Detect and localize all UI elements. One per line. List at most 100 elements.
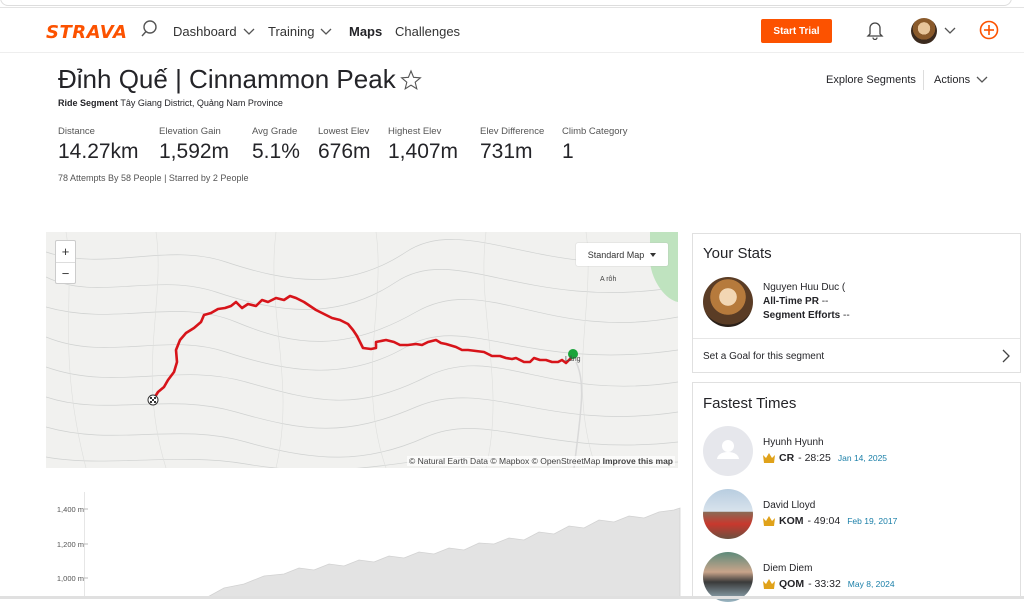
elevation-profile (84, 492, 681, 599)
start-marker (568, 349, 578, 359)
nav-challenges[interactable]: Challenges (395, 24, 461, 39)
effort-line: CR - 28:25 Jan 14, 2025 (763, 452, 887, 464)
attempts-summary: 78 Attempts By 58 People | Starred by 2 … (58, 173, 249, 183)
fastest-times-title: Fastest Times (703, 395, 797, 412)
rank-label: CR (779, 452, 795, 464)
leaderboard-row: Hyunh Hyunh CR - 28:25 Jan 14, 2025 (703, 426, 1013, 480)
stat-value: 1 (562, 140, 574, 163)
star-icon[interactable] (399, 69, 422, 91)
effort-time[interactable]: - 33:32 (808, 578, 841, 590)
divider (923, 70, 924, 90)
segment-location: Tây Giang District, Quảng Nam Province (120, 98, 283, 108)
improve-map-link[interactable]: Improve this map (602, 456, 673, 466)
efforts-label: Segment Efforts (763, 310, 841, 321)
zoom-out-button[interactable]: − (56, 262, 75, 283)
avatar[interactable] (703, 489, 753, 539)
segment-map[interactable]: + − Standard Map A rôh Lăng © Natural Ea… (46, 232, 678, 468)
bell-icon[interactable] (866, 20, 884, 40)
fastest-times-card: Fastest Times Hyunh Hyunh CR - 28:25 Jan… (692, 382, 1021, 602)
stat-value: 14.27km (58, 140, 139, 163)
athlete-name[interactable]: Hyunh Hyunh (763, 437, 824, 448)
map-attribution: © Natural Earth Data © Mapbox © OpenStre… (406, 456, 675, 466)
stat-value: 676m (318, 140, 371, 163)
elev-tick-label: 1,400 m (56, 505, 84, 514)
chevron-down-icon (321, 28, 332, 35)
zoom-controls: + − (55, 240, 76, 284)
effort-line: KOM - 49:04 Feb 19, 2017 (763, 515, 897, 527)
stat-avg-grade: Avg Grade 5.1% (252, 126, 300, 164)
effort-date[interactable]: Jan 14, 2025 (837, 453, 888, 463)
pr-label: All-Time PR (763, 296, 819, 307)
elev-tick-label: 1,200 m (56, 540, 84, 549)
elevation-chart[interactable]: 1,400 m 1,200 m 1,000 m (46, 488, 682, 599)
crown-icon (763, 516, 775, 526)
elev-tick-label: 1,000 m (56, 574, 84, 583)
avatar[interactable] (703, 552, 753, 602)
browser-frame-edge (0, 0, 1024, 8)
default-avatar-icon (717, 440, 739, 459)
map-type-label: Standard Map (587, 249, 645, 260)
athlete-name[interactable]: Diem Diem (763, 563, 813, 574)
leaderboard-row: Diem Diem QOM - 33:32 May 8, 2024 (703, 552, 1013, 606)
finish-marker (147, 394, 159, 406)
explore-segments-link[interactable]: Explore Segments (826, 74, 916, 86)
caret-down-icon (650, 252, 657, 257)
stat-label: Elev Difference (480, 126, 545, 137)
crown-icon (763, 579, 775, 589)
segment-type: Ride Segment (58, 98, 119, 108)
segment-subtitle: Ride Segment Tây Giang District, Quảng N… (58, 98, 283, 108)
add-plus-icon[interactable] (979, 20, 999, 40)
stat-label: Climb Category (562, 126, 628, 137)
your-stats-card: Your Stats Nguyen Huu Duc ( All-Time PR … (692, 233, 1021, 373)
segment-efforts: Segment Efforts -- (763, 310, 850, 321)
stat-value: 1,592m (159, 140, 230, 163)
stat-highest-elev: Highest Elev 1,407m (388, 126, 458, 164)
stat-label: Elevation Gain (159, 126, 221, 137)
stat-climb-category: Climb Category 1 (562, 126, 627, 164)
search-icon[interactable] (140, 20, 158, 38)
leaderboard-row: David Lloyd KOM - 49:04 Feb 19, 2017 (703, 489, 1013, 543)
nav-maps[interactable]: Maps (349, 24, 383, 39)
stat-label: Highest Elev (388, 126, 442, 137)
all-time-pr: All-Time PR -- (763, 296, 828, 307)
strava-logo[interactable]: STRAVA (46, 22, 128, 43)
route-line (151, 294, 573, 402)
stat-elev-difference: Elev Difference 731m (480, 126, 544, 164)
rank-label: KOM (779, 515, 804, 527)
effort-line: QOM - 33:32 May 8, 2024 (763, 578, 895, 590)
athlete-name[interactable]: David Lloyd (763, 500, 816, 511)
attribution-text: © Natural Earth Data © Mapbox © OpenStre… (408, 456, 601, 466)
page-title: Đỉnh Quế | Cinnammon Peak (58, 64, 396, 94)
athlete-name[interactable]: Nguyen Huu Duc ( (763, 282, 846, 293)
nav-training[interactable]: Training (268, 24, 332, 39)
stat-label: Distance (58, 126, 95, 137)
pr-value: -- (821, 296, 829, 307)
stat-lowest-elev: Lowest Elev 676m (318, 126, 371, 164)
nav-training-label: Training (268, 24, 315, 39)
stat-value: 5.1% (252, 140, 300, 163)
map-place-label: Lăng (565, 356, 581, 363)
actions-label: Actions (934, 74, 971, 86)
stat-distance: Distance 14.27km (58, 126, 139, 164)
top-nav: STRAVA Dashboard Training Maps Challenge… (0, 8, 1024, 53)
effort-time[interactable]: - 28:25 (798, 452, 831, 464)
user-avatar[interactable] (911, 18, 937, 44)
effort-date[interactable]: Feb 19, 2017 (847, 516, 898, 526)
chevron-down-icon[interactable] (944, 27, 956, 35)
set-goal-button[interactable]: Set a Goal for this segment (693, 338, 1020, 373)
effort-time[interactable]: - 49:04 (807, 515, 841, 527)
map-type-select[interactable]: Standard Map (576, 243, 668, 266)
efforts-value: -- (843, 310, 850, 321)
stat-value: 731m (480, 140, 533, 163)
effort-date[interactable]: May 8, 2024 (847, 579, 895, 589)
zoom-in-button[interactable]: + (61, 244, 70, 259)
nav-dashboard[interactable]: Dashboard (173, 24, 255, 39)
set-goal-label: Set a Goal for this segment (703, 351, 825, 362)
avatar[interactable] (703, 426, 753, 476)
stat-value: 1,407m (388, 140, 459, 163)
rank-label: QOM (779, 578, 805, 590)
actions-dropdown[interactable]: Actions (934, 74, 988, 86)
nav-dashboard-label: Dashboard (173, 24, 237, 39)
avatar[interactable] (703, 277, 753, 327)
start-trial-button[interactable]: Start Trial (761, 19, 832, 43)
